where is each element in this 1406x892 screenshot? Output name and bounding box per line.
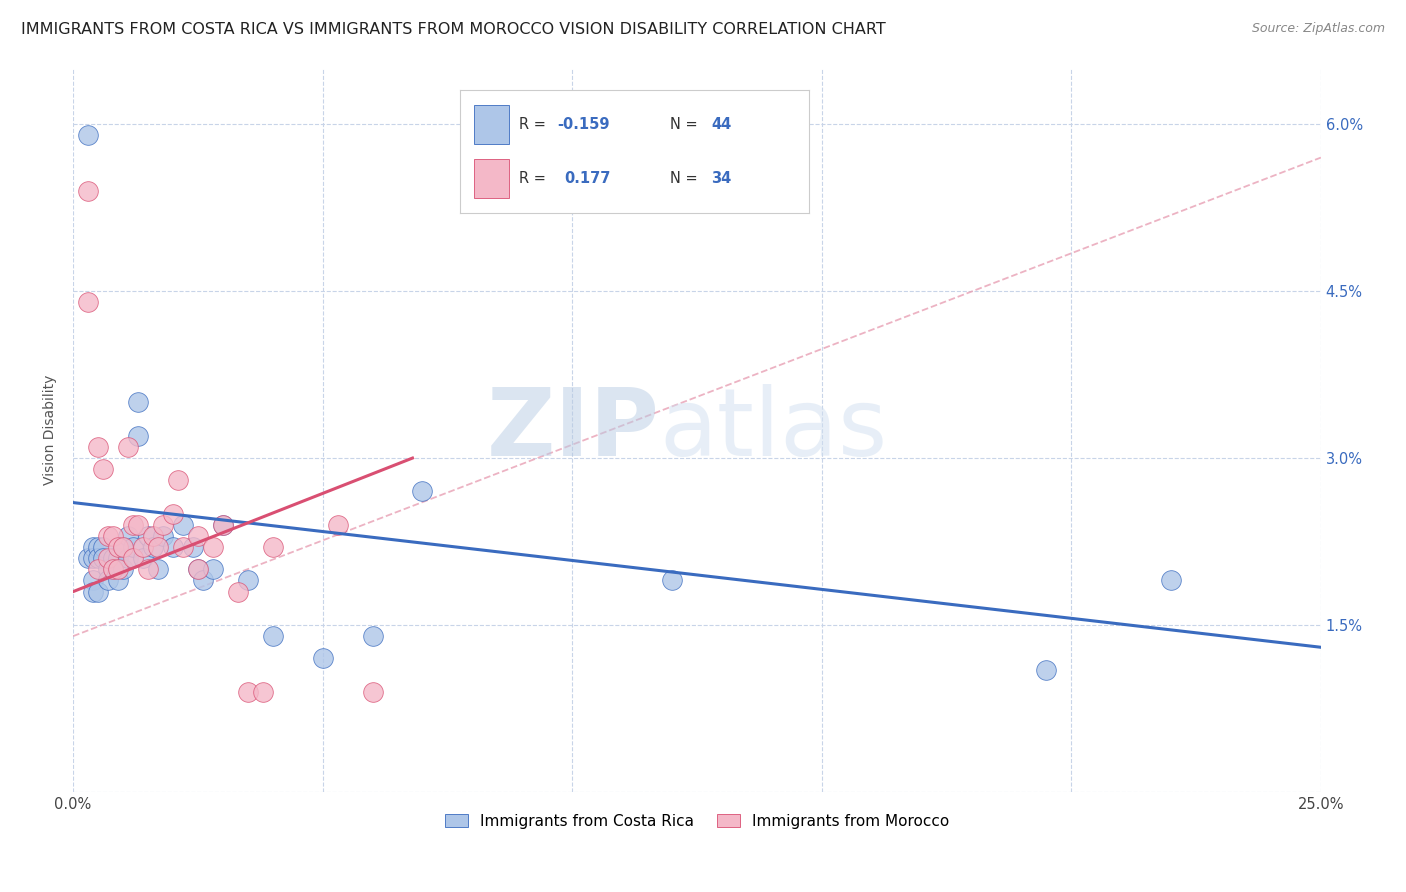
Point xyxy=(132,551,155,566)
Text: IMMIGRANTS FROM COSTA RICA VS IMMIGRANTS FROM MOROCCO VISION DISABILITY CORRELAT: IMMIGRANTS FROM COSTA RICA VS IMMIGRANTS… xyxy=(21,22,886,37)
Point xyxy=(111,540,134,554)
Point xyxy=(87,551,110,566)
Point xyxy=(132,540,155,554)
Point xyxy=(187,529,209,543)
Point xyxy=(152,529,174,543)
Point xyxy=(187,562,209,576)
Point xyxy=(87,540,110,554)
Point xyxy=(107,574,129,588)
Point xyxy=(107,551,129,566)
Point xyxy=(97,574,120,588)
Point xyxy=(361,629,384,643)
Point xyxy=(91,551,114,566)
Text: ZIP: ZIP xyxy=(486,384,659,476)
Point xyxy=(117,551,139,566)
Point xyxy=(252,685,274,699)
Point xyxy=(82,551,104,566)
Point xyxy=(97,529,120,543)
Point xyxy=(82,540,104,554)
Point xyxy=(122,517,145,532)
Point xyxy=(77,128,100,143)
Point xyxy=(361,685,384,699)
Point xyxy=(101,551,124,566)
Point xyxy=(172,540,194,554)
Point xyxy=(311,651,333,665)
Point xyxy=(97,551,120,566)
Point xyxy=(111,540,134,554)
Point xyxy=(152,517,174,532)
Point xyxy=(1160,574,1182,588)
Point xyxy=(181,540,204,554)
Point xyxy=(172,517,194,532)
Point xyxy=(236,685,259,699)
Point xyxy=(117,529,139,543)
Point xyxy=(97,562,120,576)
Text: Source: ZipAtlas.com: Source: ZipAtlas.com xyxy=(1251,22,1385,36)
Point xyxy=(226,584,249,599)
Point xyxy=(122,551,145,566)
Point xyxy=(162,540,184,554)
Point xyxy=(262,540,284,554)
Point xyxy=(77,295,100,310)
Point xyxy=(211,517,233,532)
Point xyxy=(91,462,114,476)
Point xyxy=(211,517,233,532)
Point xyxy=(146,562,169,576)
Point xyxy=(87,562,110,576)
Y-axis label: Vision Disability: Vision Disability xyxy=(44,375,58,485)
Point xyxy=(191,574,214,588)
Point xyxy=(236,574,259,588)
Point xyxy=(122,540,145,554)
Point xyxy=(326,517,349,532)
Point xyxy=(127,429,149,443)
Point xyxy=(127,395,149,409)
Text: atlas: atlas xyxy=(659,384,887,476)
Point xyxy=(101,562,124,576)
Point xyxy=(101,562,124,576)
Point xyxy=(136,529,159,543)
Point xyxy=(167,473,190,487)
Point xyxy=(142,540,165,554)
Point xyxy=(87,584,110,599)
Point xyxy=(82,584,104,599)
Point xyxy=(146,540,169,554)
Point xyxy=(1035,663,1057,677)
Legend: Immigrants from Costa Rica, Immigrants from Morocco: Immigrants from Costa Rica, Immigrants f… xyxy=(439,807,955,835)
Point xyxy=(201,540,224,554)
Point xyxy=(262,629,284,643)
Point xyxy=(107,540,129,554)
Point xyxy=(77,184,100,198)
Point xyxy=(187,562,209,576)
Point xyxy=(127,517,149,532)
Point xyxy=(411,484,433,499)
Point xyxy=(201,562,224,576)
Point xyxy=(136,562,159,576)
Point xyxy=(91,540,114,554)
Point xyxy=(107,562,129,576)
Point xyxy=(142,529,165,543)
Point xyxy=(111,562,134,576)
Point xyxy=(162,507,184,521)
Point xyxy=(87,440,110,454)
Point xyxy=(82,574,104,588)
Point xyxy=(661,574,683,588)
Point xyxy=(77,551,100,566)
Point xyxy=(101,529,124,543)
Point xyxy=(117,440,139,454)
